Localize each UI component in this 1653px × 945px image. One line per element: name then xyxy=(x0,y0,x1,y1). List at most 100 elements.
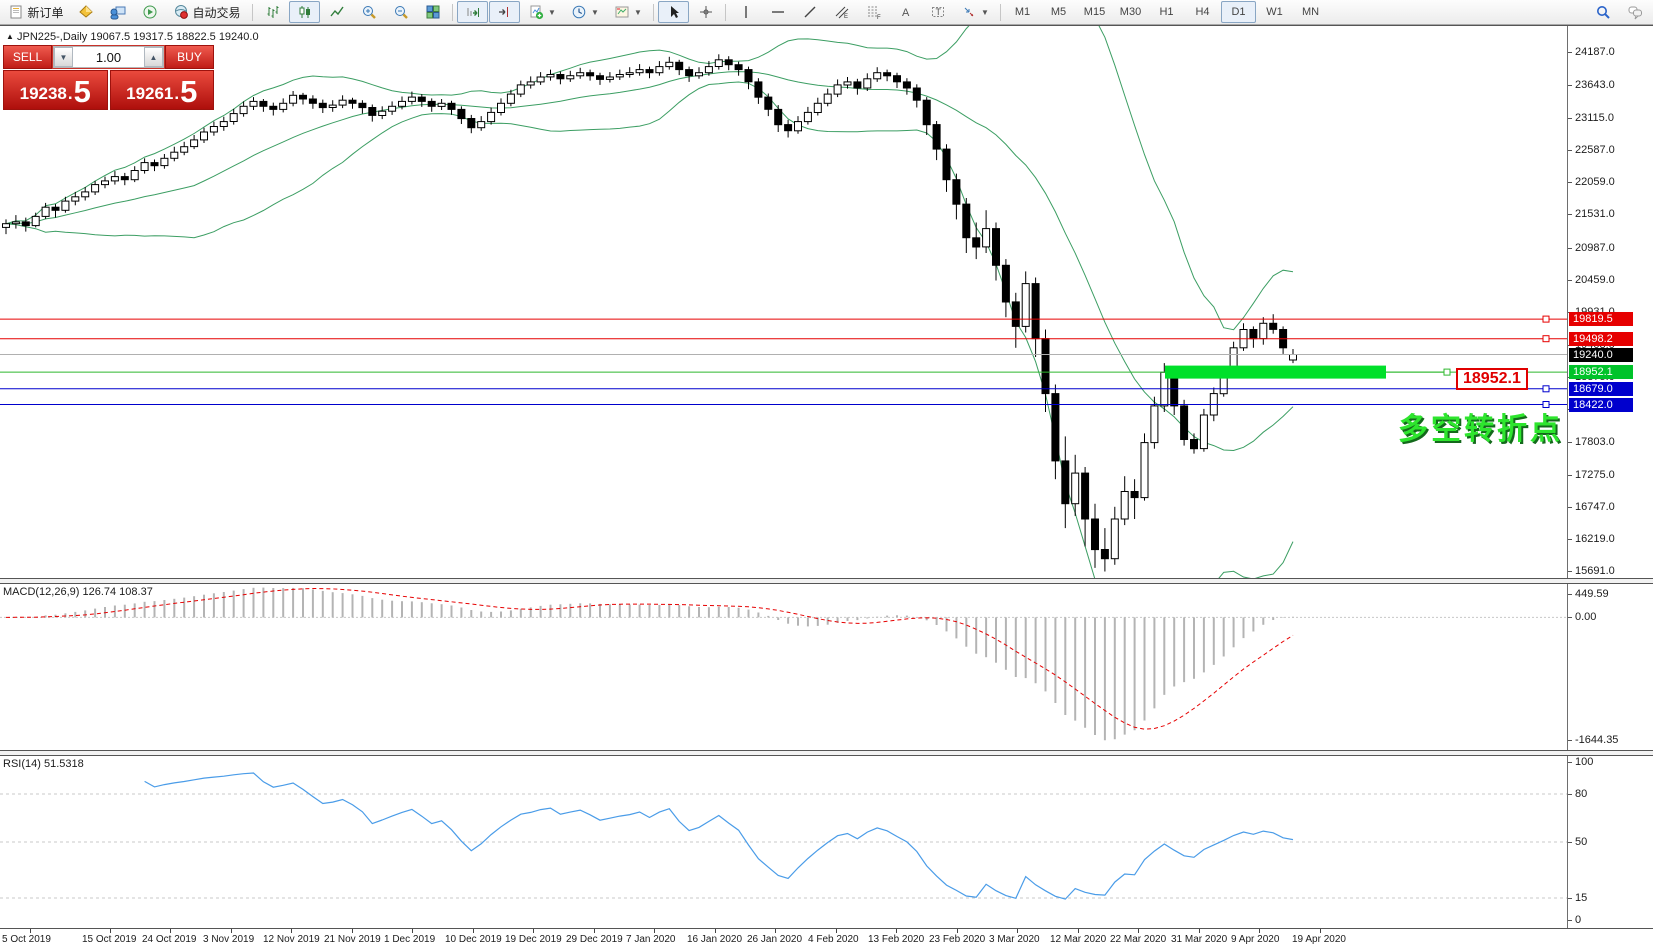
zoom-in-button[interactable] xyxy=(353,1,384,23)
autotrading-button[interactable]: 自动交易 xyxy=(166,1,248,23)
text-label-button[interactable]: T xyxy=(922,1,953,23)
chart-shift-icon xyxy=(498,7,508,17)
tile-windows-button[interactable] xyxy=(417,1,448,23)
text-button[interactable]: A xyxy=(890,1,921,23)
sell-button[interactable]: SELL xyxy=(3,45,52,69)
volume-increase-button[interactable]: ▲ xyxy=(144,47,163,67)
axis-tick xyxy=(1568,571,1572,572)
axis-tick xyxy=(1568,539,1572,540)
dropdown-caret-icon: ▼ xyxy=(591,7,599,17)
date-label: 26 Jan 2020 xyxy=(747,934,803,945)
rsi-chart-area[interactable] xyxy=(0,756,1568,928)
search-button[interactable] xyxy=(1587,1,1618,23)
timeframe-h4[interactable]: H4 xyxy=(1195,6,1210,18)
timeframe-m30[interactable]: M30 xyxy=(1119,6,1142,18)
profile-button[interactable] xyxy=(102,1,133,23)
separator xyxy=(725,3,726,21)
axis-tick-label: 16219.0 xyxy=(1575,533,1615,545)
axis-tick xyxy=(1568,617,1572,618)
timeframe-mn[interactable]: MN xyxy=(1301,6,1320,18)
horizontal-line-button[interactable] xyxy=(762,1,793,23)
line-chart-button[interactable] xyxy=(321,1,352,23)
axis-tick-label: 15691.0 xyxy=(1575,565,1615,577)
date-label: 3 Mar 2020 xyxy=(989,934,1040,945)
crosshair-button[interactable] xyxy=(690,1,721,23)
candlestick-chart-button[interactable] xyxy=(289,1,320,23)
candlestick-chart-icon xyxy=(299,6,310,18)
chat-button[interactable] xyxy=(1619,1,1650,23)
separator xyxy=(252,3,253,21)
date-axis[interactable]: 5 Oct 2019 15 Oct 2019 24 Oct 2019 3 Nov 20… xyxy=(0,928,1653,945)
date-label: 5 Oct 2019 xyxy=(2,934,51,945)
periods-button[interactable]: ▼ xyxy=(564,1,606,23)
axis-tick xyxy=(1568,740,1572,741)
line-chart-icon xyxy=(329,6,344,17)
date-tick xyxy=(1199,929,1200,933)
date-tick xyxy=(957,929,958,933)
pane-splitter[interactable] xyxy=(0,578,1653,584)
cn-annotation-text[interactable]: 多空转折点 xyxy=(1398,413,1563,446)
fibonacci-button[interactable]: F xyxy=(858,1,889,23)
volume-input[interactable] xyxy=(73,47,144,67)
date-tick xyxy=(110,929,111,933)
dropdown-caret-icon: ▼ xyxy=(634,7,642,17)
date-tick xyxy=(715,929,716,933)
new-order-button[interactable]: 新订单 xyxy=(3,1,69,23)
chart-shift-button[interactable] xyxy=(489,1,520,23)
separator xyxy=(1000,3,1001,21)
pane-splitter[interactable] xyxy=(0,750,1653,756)
timeframe-m1[interactable]: M1 xyxy=(1014,6,1031,18)
market-watch-button[interactable] xyxy=(70,1,101,23)
channel-button[interactable]: E xyxy=(826,1,857,23)
timeframe-d1[interactable]: D1 xyxy=(1221,1,1256,23)
arrows-icon xyxy=(964,7,974,17)
date-label: 3 Nov 2019 xyxy=(203,934,255,945)
date-tick xyxy=(1017,929,1018,933)
cursor-button[interactable] xyxy=(658,1,689,23)
templates-button[interactable]: ▼ xyxy=(607,1,649,23)
volume-decrease-button[interactable]: ▼ xyxy=(54,47,73,67)
date-label: 1 Dec 2019 xyxy=(384,934,436,945)
autoscroll-button[interactable] xyxy=(457,1,488,23)
main-chart-area[interactable] xyxy=(0,26,1568,578)
signals-button[interactable] xyxy=(134,1,165,23)
vertical-line-button[interactable] xyxy=(730,1,761,23)
sell-price-main: 19238 xyxy=(19,84,67,103)
trendline-button[interactable] xyxy=(794,1,825,23)
timeframe-m5[interactable]: M5 xyxy=(1050,6,1067,18)
zoom-out-button[interactable] xyxy=(385,1,416,23)
ohlc-values: 19067.5 19317.5 18822.5 19240.0 xyxy=(90,31,259,43)
macd-chart-area[interactable] xyxy=(0,584,1568,750)
axis-tick-label: 16747.0 xyxy=(1575,501,1615,513)
date-tick xyxy=(1138,929,1139,933)
date-label: 12 Nov 2019 xyxy=(263,934,320,945)
axis-tick-label: 22059.0 xyxy=(1575,176,1615,188)
bar-chart-button[interactable] xyxy=(257,1,288,23)
buy-price-box[interactable]: 19261 . 5 xyxy=(109,70,214,110)
timeframe-w1[interactable]: W1 xyxy=(1266,6,1283,18)
buy-button[interactable]: BUY xyxy=(165,45,214,69)
date-tick xyxy=(1078,929,1079,933)
arrows-button[interactable]: ▼ xyxy=(954,1,996,23)
macd-label: MACD(12,26,9) 126.74 108.37 xyxy=(3,586,153,598)
axis-tick-label: 0.00 xyxy=(1575,611,1597,623)
timeframe-m15[interactable]: M15 xyxy=(1083,6,1106,18)
chat-icon xyxy=(1628,6,1642,20)
date-tick xyxy=(30,929,31,933)
axis-tick xyxy=(1568,794,1572,795)
axis-tick xyxy=(1568,118,1572,119)
date-label: 24 Oct 2019 xyxy=(142,934,197,945)
sell-price-box[interactable]: 19238 . 5 xyxy=(3,70,108,110)
rsi-label: RSI(14) 51.5318 xyxy=(3,758,84,770)
axis-tick xyxy=(1568,214,1572,215)
date-tick xyxy=(896,929,897,933)
timeframe-h1[interactable]: H1 xyxy=(1159,6,1174,18)
text-icon: A xyxy=(902,7,910,19)
price-axis[interactable]: 24187.0 23643.0 23115.0 22587.0 22059.0 21531… xyxy=(1567,26,1653,578)
zoom-out-icon xyxy=(394,6,408,19)
indicators-button[interactable]: ▼ xyxy=(521,1,563,23)
date-label: 21 Nov 2019 xyxy=(324,934,381,945)
separator xyxy=(653,3,654,21)
zone-price-label[interactable]: 18952.1 xyxy=(1456,368,1528,390)
date-label: 16 Jan 2020 xyxy=(687,934,743,945)
